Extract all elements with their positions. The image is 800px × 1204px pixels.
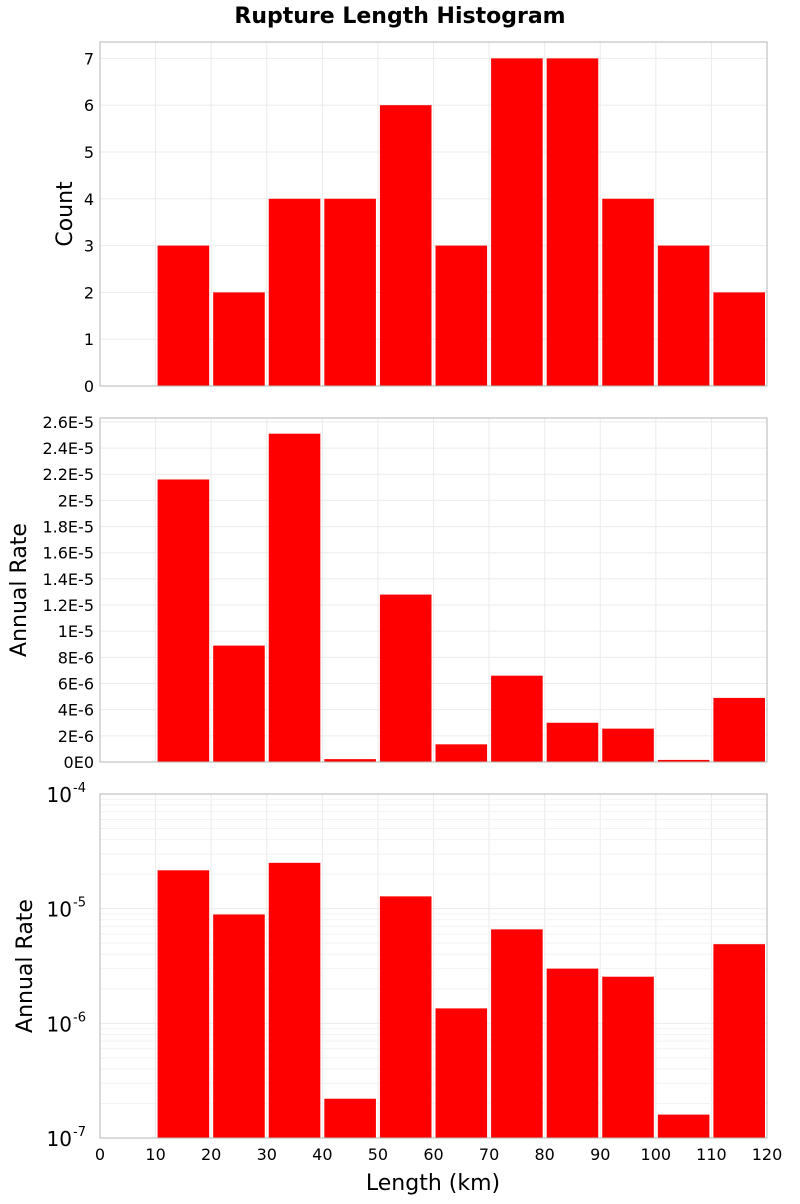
y-axis-title-1: Count — [53, 181, 78, 247]
bar-1-2 — [213, 292, 265, 386]
bar-3-11 — [713, 944, 765, 1138]
bar-1-11 — [713, 292, 765, 386]
bar-3-4 — [324, 1098, 376, 1138]
bar-2-10 — [657, 759, 710, 762]
x-tick-label: 0 — [95, 1145, 105, 1164]
y-tick-label: 7 — [84, 49, 94, 68]
y-tick-label: 2.2E-5 — [42, 465, 94, 484]
bar-3-5 — [379, 896, 432, 1138]
bar-2-2 — [213, 645, 265, 762]
bar-3-10 — [657, 1114, 710, 1138]
y-tick-label: 2 — [84, 283, 94, 302]
bar-2-11 — [713, 697, 765, 762]
bar-3-1 — [157, 870, 210, 1138]
plot-frame — [99, 417, 768, 763]
x-tick-label: 70 — [479, 1145, 499, 1164]
y-tick-label: 0E0 — [64, 753, 94, 772]
plot-frame — [99, 793, 768, 1139]
bar-3-7 — [491, 929, 543, 1138]
bar-2-3 — [268, 433, 321, 762]
y-tick-label: 1.8E-5 — [42, 518, 94, 537]
x-tick-label: 100 — [641, 1145, 672, 1164]
plot-frame — [99, 41, 768, 387]
x-tick-label: 110 — [696, 1145, 727, 1164]
x-tick-label: 120 — [752, 1145, 783, 1164]
bar-2-5 — [379, 594, 432, 762]
bar-2-4 — [324, 759, 376, 762]
y-tick-label: 10 — [47, 1127, 72, 1151]
bar-1-3 — [268, 198, 321, 386]
bar-1-5 — [379, 105, 432, 387]
y-tick-exponent: -7 — [73, 1125, 86, 1140]
y-tick-label: 2E-6 — [58, 727, 94, 746]
bar-3-2 — [213, 914, 265, 1138]
bar-3-9 — [602, 976, 654, 1138]
y-tick-label: 10 — [47, 783, 72, 807]
bar-1-6 — [435, 245, 488, 386]
x-tick-label: 50 — [368, 1145, 388, 1164]
x-tick-label: 60 — [423, 1145, 443, 1164]
bar-3-8 — [546, 968, 599, 1138]
bar-1-1 — [157, 245, 210, 386]
bar-1-9 — [602, 198, 654, 386]
bar-2-6 — [435, 744, 488, 762]
bar-1-7 — [491, 58, 543, 386]
y-tick-label: 1.4E-5 — [42, 570, 94, 589]
chart-title: Rupture Length Histogram — [234, 4, 565, 29]
y-tick-label: 2E-5 — [58, 491, 94, 510]
y-tick-label: 1E-5 — [58, 622, 94, 641]
y-axis-title-2: Annual Rate — [7, 523, 32, 657]
x-tick-label: 10 — [145, 1145, 165, 1164]
y-tick-label: 6E-6 — [58, 675, 94, 694]
y-axis-title-3: Annual Rate — [13, 899, 38, 1033]
x-tick-label: 30 — [257, 1145, 277, 1164]
y-tick-label: 4 — [84, 190, 94, 209]
x-tick-label: 90 — [590, 1145, 610, 1164]
bar-1-4 — [324, 198, 376, 386]
x-tick-label: 20 — [201, 1145, 221, 1164]
bar-1-8 — [546, 58, 599, 386]
y-tick-label: 6 — [84, 96, 94, 115]
x-tick-label: 40 — [312, 1145, 332, 1164]
x-axis-title: Length (km) — [366, 1171, 500, 1196]
y-tick-exponent: -6 — [73, 1010, 86, 1025]
panel-2: 0E0 2E-6 4E-6 6E-6 8E-6 1E-5 1.2E-5 1.4E-5 1.6E-… — [7, 413, 768, 772]
y-tick-label: 3 — [84, 237, 94, 256]
y-tick-label: 8E-6 — [58, 648, 94, 667]
bar-2-9 — [602, 728, 654, 762]
y-tick-label: 10 — [47, 898, 72, 922]
bar-1-10 — [657, 245, 710, 386]
bar-2-1 — [157, 479, 210, 762]
bar-3-6 — [435, 1008, 488, 1138]
y-tick-label: 2.4E-5 — [42, 439, 94, 458]
y-tick-exponent: -4 — [73, 781, 86, 796]
y-tick-label: 1 — [84, 330, 94, 349]
y-tick-exponent: -5 — [73, 896, 86, 911]
y-tick-label: 5 — [84, 143, 94, 162]
y-tick-label: 1.2E-5 — [42, 596, 94, 615]
y-tick-label: 1.6E-5 — [42, 544, 94, 563]
y-tick-label: 10 — [47, 1012, 72, 1036]
panel-1: 0 1 2 3 4 5 6 7 Count — [53, 41, 768, 396]
bar-3-3 — [268, 862, 321, 1138]
bar-2-7 — [491, 675, 543, 762]
y-tick-label: 4E-6 — [58, 701, 94, 720]
x-tick-label: 80 — [534, 1145, 554, 1164]
y-tick-label: 0 — [84, 377, 94, 396]
y-tick-label: 2.6E-5 — [42, 413, 94, 432]
bar-2-8 — [546, 722, 599, 762]
